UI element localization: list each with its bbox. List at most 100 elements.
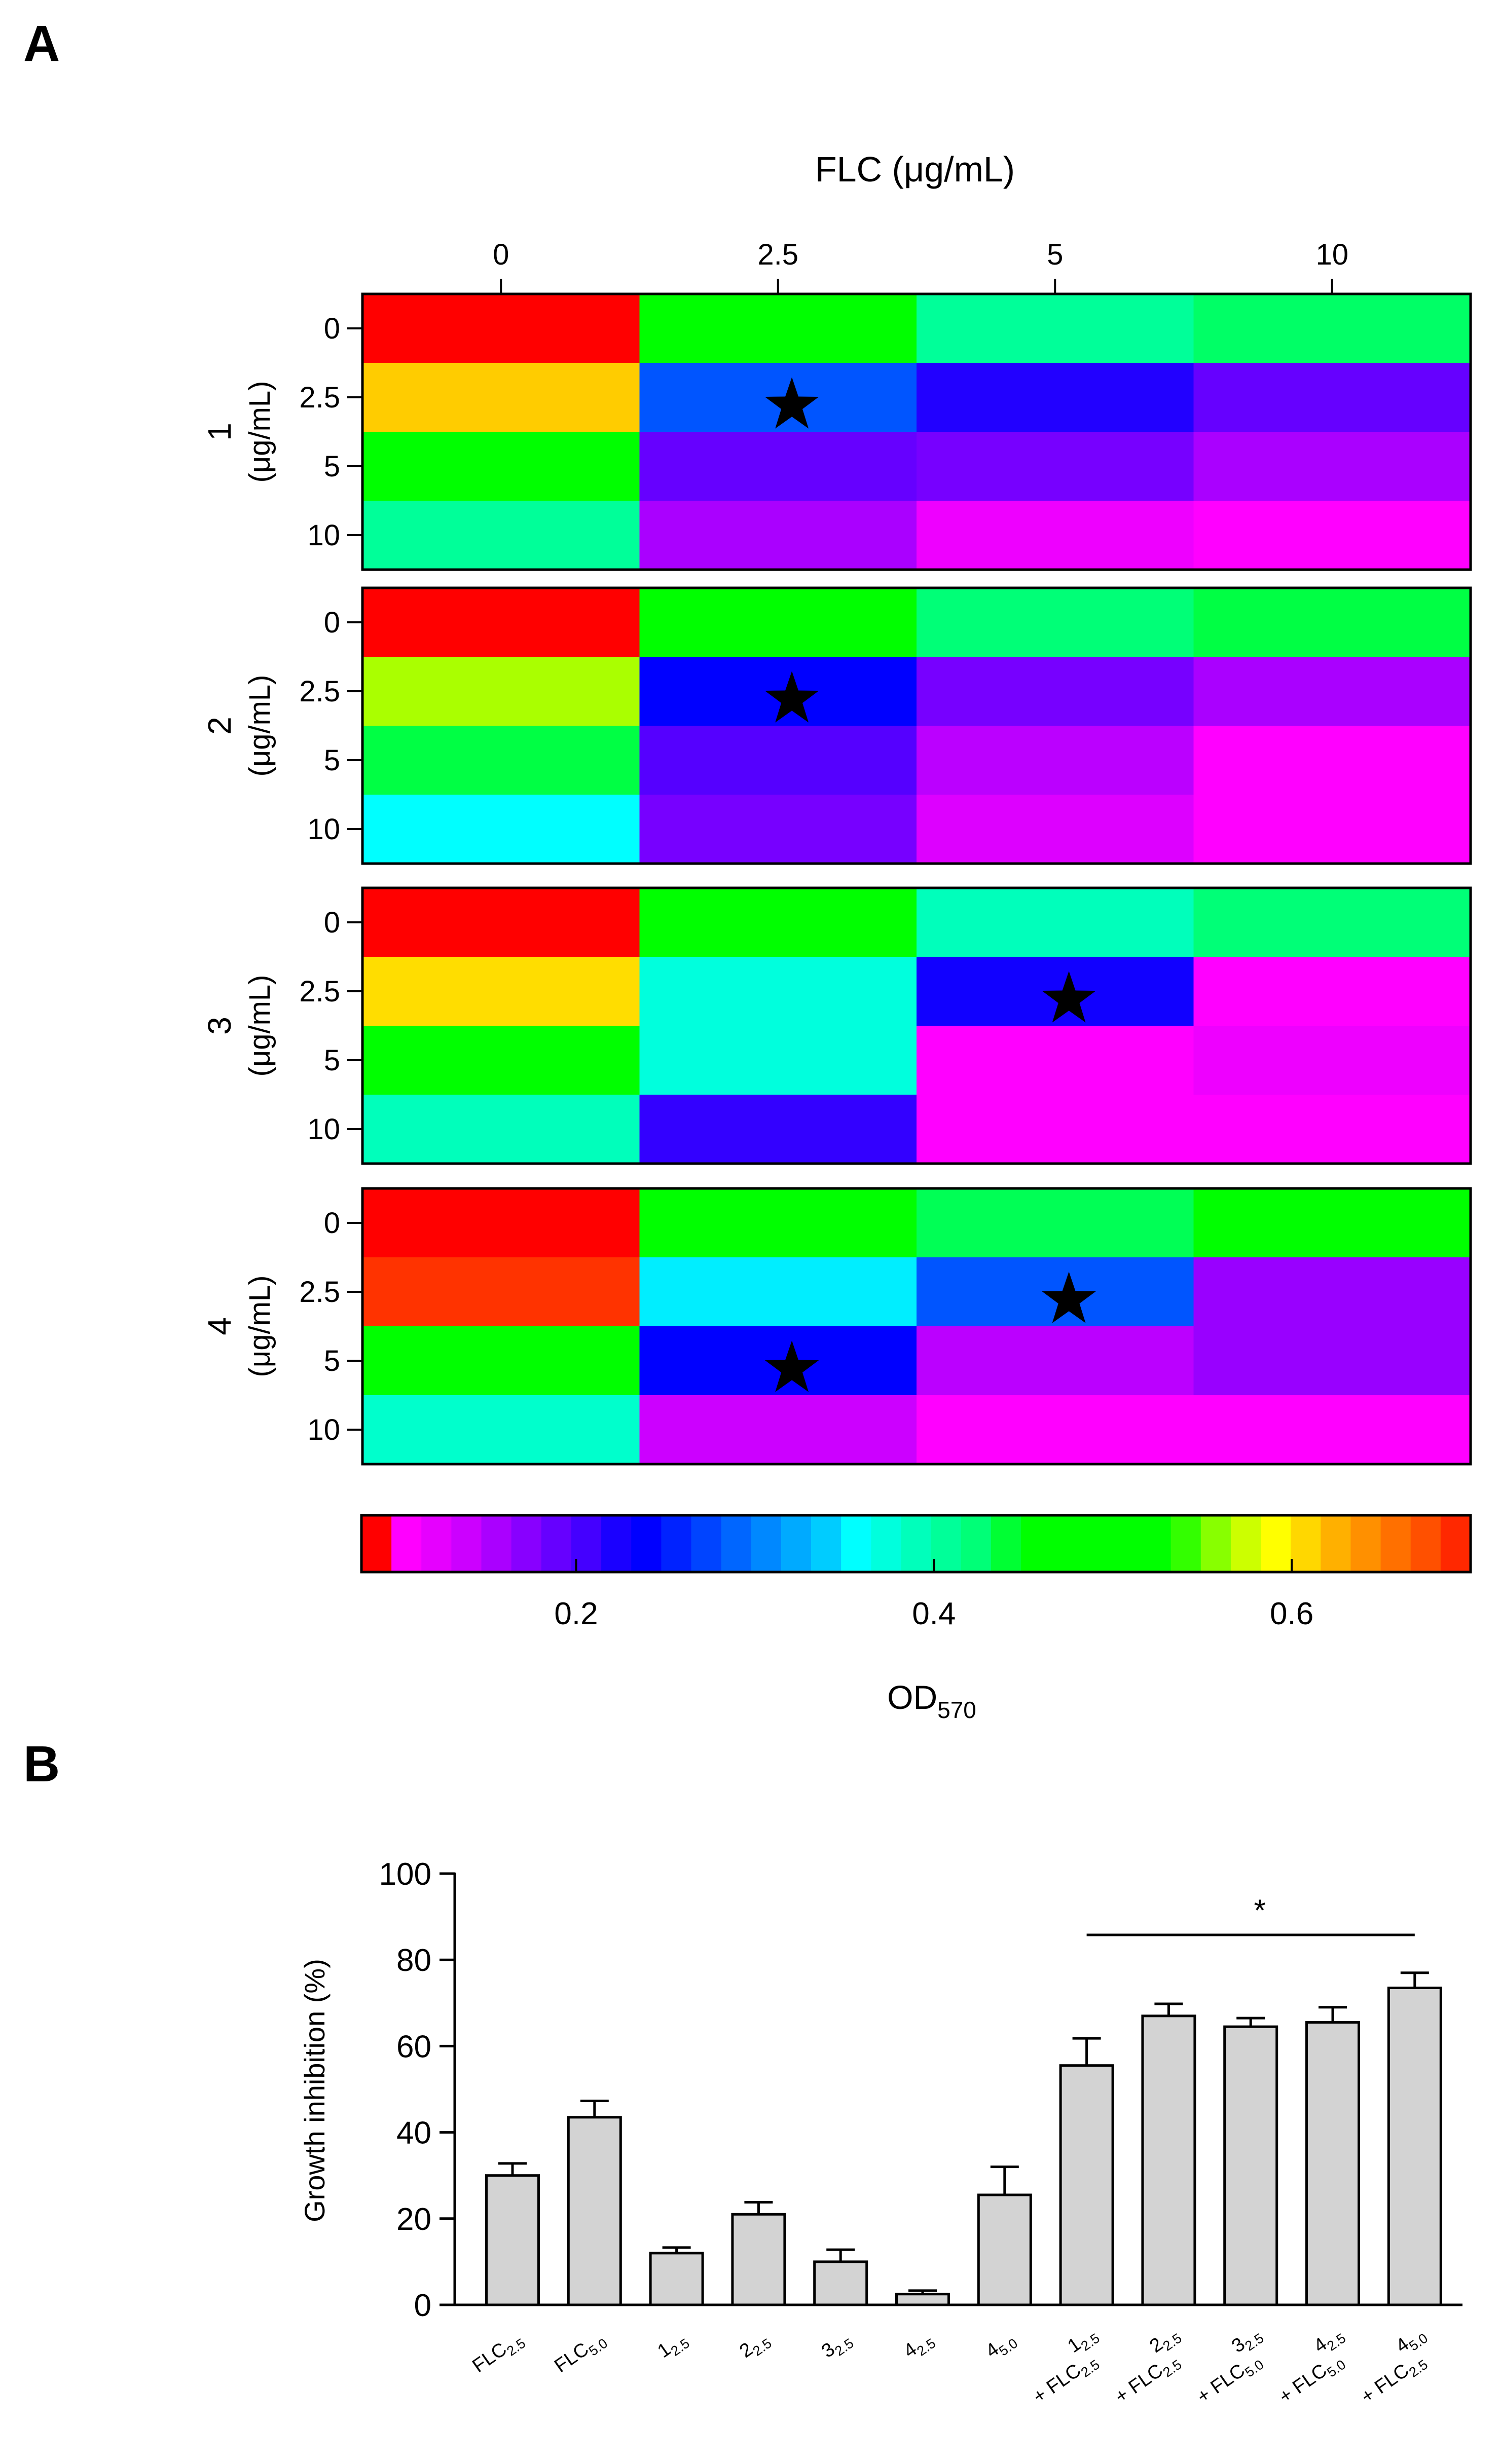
bar-category-labels: FLC2.5 FLC5.0 12.5 22.5 32.5 42.5 45.0 12.5+ FL… (469, 2323, 1431, 2411)
colorbar-tick-label: 0.4 (912, 1596, 956, 1631)
block-axis-unit: (μg/mL) (243, 975, 276, 1077)
heatmap-cell (1193, 1395, 1471, 1465)
row-tick-label: 10 (307, 1113, 340, 1146)
bar (1059, 2064, 1114, 2306)
bar-chart-panel: Growth inhibition (%) 0 20 40 60 80 100 FLC2.… (299, 1857, 1462, 2411)
colorbar-segment (1321, 1515, 1351, 1572)
heatmap-cell (639, 1395, 917, 1465)
colorbar-segment (541, 1515, 572, 1572)
colorbar-segment (691, 1515, 722, 1572)
heatmap-cell (639, 294, 917, 363)
block-axis-name: 2 (201, 717, 238, 735)
colorbar-label: OD570 (887, 1678, 976, 1723)
bar-category-label-line2: + FLC5.0 (1193, 2349, 1267, 2411)
colorbar-segment (781, 1515, 812, 1572)
block-axis-unit: (μg/mL) (243, 1276, 276, 1377)
colorbar-segment (931, 1515, 962, 1572)
heatmap-blocks: 0 2.5 5 10 1 (μg/mL) 0 2.5 5 10 2 (μg/mL) 0 2.5 5 10 3 (μ… (201, 292, 1472, 1466)
bar-y-tick-label: 60 (396, 2029, 431, 2064)
heatmap-cell (917, 795, 1194, 864)
colorbar-segment (901, 1515, 932, 1572)
bar (895, 2293, 950, 2306)
heatmap-cell (639, 795, 917, 864)
row-tick-label: 5 (324, 1044, 340, 1077)
colorbar-segment (421, 1515, 452, 1572)
heatmap-cell (639, 957, 917, 1026)
bar-axes: 0 20 40 60 80 100 (379, 1857, 1462, 2323)
heatmap-cell (639, 432, 917, 501)
heatmap-cell (1193, 795, 1471, 864)
colorbar-segment (661, 1515, 692, 1572)
bar (485, 2174, 540, 2306)
column-tick-label: 10 (1315, 238, 1348, 271)
bar (813, 2260, 868, 2306)
heatmap-cell (917, 1326, 1194, 1396)
heatmap-cell (1193, 363, 1471, 432)
colorbar-segment (1200, 1515, 1231, 1572)
heatmap-cell (1193, 501, 1471, 570)
heatmap-panel: FLC (μg/mL) 0 2.5 5 10 0 2.5 5 10 1 (μg/mL) 0 2.5 5… (201, 150, 1472, 1723)
colorbar-segment (451, 1515, 482, 1572)
heatmap-block-3: 0 2.5 5 10 3 (μg/mL) (201, 886, 1472, 1165)
colorbar-segment (961, 1515, 992, 1572)
heatmap-cell (362, 1326, 640, 1396)
heatmap-cell (1193, 957, 1471, 1026)
heatmap-frame (361, 886, 1472, 1165)
colorbar-tick-label: 0.6 (1270, 1596, 1313, 1631)
row-tick-label: 2.5 (299, 675, 340, 708)
bar-category-label: 45.0 (1392, 2323, 1431, 2360)
colorbar-segment (361, 1515, 392, 1572)
heatmap-cell (362, 1095, 640, 1164)
row-tick-label: 5 (324, 744, 340, 777)
heatmap-cell (1193, 888, 1471, 957)
heatmap-cell (917, 1026, 1194, 1095)
row-tick-label: 2.5 (299, 975, 340, 1008)
row-tick-label: 0 (324, 1207, 340, 1240)
colorbar-segment (1261, 1515, 1291, 1572)
colorbar-segment (481, 1515, 512, 1572)
bar-category-label: 32.5 (1228, 2323, 1266, 2360)
heatmap-cell (917, 1395, 1194, 1465)
row-tick-label: 2.5 (299, 1276, 340, 1309)
bar-category-label: FLC2.5 (469, 2328, 529, 2380)
colorbar-segment (751, 1515, 782, 1572)
star-marker (1042, 1272, 1096, 1323)
bar (1305, 2021, 1360, 2306)
heatmap-frame (361, 292, 1472, 571)
heatmap-cell (362, 501, 640, 570)
heatmap-cell (639, 1026, 917, 1095)
bar-category-label: FLC5.0 (551, 2328, 610, 2380)
heatmap-cell (362, 657, 640, 726)
heatmap-cell (362, 588, 640, 657)
heatmap-cell (1193, 432, 1471, 501)
bar (731, 2213, 786, 2306)
heatmap-cell (362, 363, 640, 432)
heatmap-cell (917, 657, 1194, 726)
bar (1387, 1987, 1442, 2306)
heatmap-cell (362, 726, 640, 795)
heatmap-cell (917, 501, 1194, 570)
colorbar-segment (1410, 1515, 1441, 1572)
bar (1223, 2025, 1278, 2306)
bar (1141, 2014, 1196, 2306)
panel-label-b: B (23, 1736, 60, 1793)
heatmap-cell (362, 1395, 640, 1465)
heatmap-cell (362, 432, 640, 501)
bar-category-label-line2: + FLC2.5 (1029, 2349, 1103, 2411)
bar-category-label-line2: + FLC2.5 (1111, 2349, 1185, 2411)
heatmap-cell (1193, 657, 1471, 726)
heatmap-cell (362, 1188, 640, 1258)
column-tick-label: 5 (1047, 238, 1063, 271)
bar-y-tick-label: 0 (414, 2288, 431, 2323)
heatmap-cell (1193, 1026, 1471, 1095)
star-marker (764, 377, 819, 429)
bar-y-tick-label: 40 (396, 2116, 431, 2151)
heatmap-column-ticks: 0 2.5 5 10 (493, 238, 1348, 294)
heatmap-cell (639, 888, 917, 957)
colorbar-frame (360, 1514, 1472, 1574)
heatmap-cell (1193, 1188, 1471, 1258)
block-axis-name: 4 (201, 1317, 238, 1335)
heatmap-cell (917, 432, 1194, 501)
heatmap-frame (361, 1187, 1472, 1466)
